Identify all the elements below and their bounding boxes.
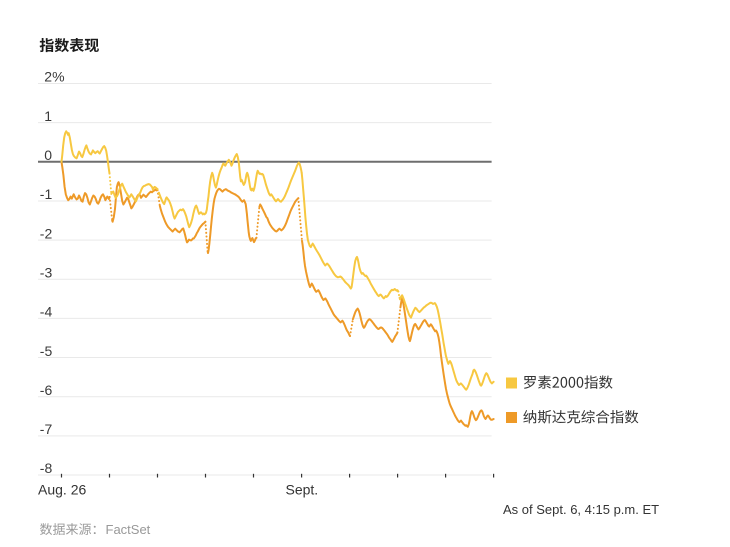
svg-text:As of Sept. 6, 4:15 p.m. ET: As of Sept. 6, 4:15 p.m. ET <box>503 502 659 517</box>
svg-text:0: 0 <box>44 147 52 163</box>
svg-text:-4: -4 <box>40 304 53 320</box>
svg-text:2%: 2% <box>44 69 64 85</box>
svg-text:Aug. 26: Aug. 26 <box>38 482 86 498</box>
svg-text:FactSet: FactSet <box>106 522 151 537</box>
svg-text:-1: -1 <box>40 186 53 202</box>
svg-text:-8: -8 <box>40 460 53 476</box>
svg-text:-6: -6 <box>40 382 53 398</box>
svg-text:-3: -3 <box>40 264 53 280</box>
svg-text:1: 1 <box>44 108 52 124</box>
svg-text:-5: -5 <box>40 343 53 359</box>
svg-text:-7: -7 <box>40 421 53 437</box>
svg-text:Sept.: Sept. <box>286 482 319 498</box>
svg-text:-2: -2 <box>40 225 53 241</box>
